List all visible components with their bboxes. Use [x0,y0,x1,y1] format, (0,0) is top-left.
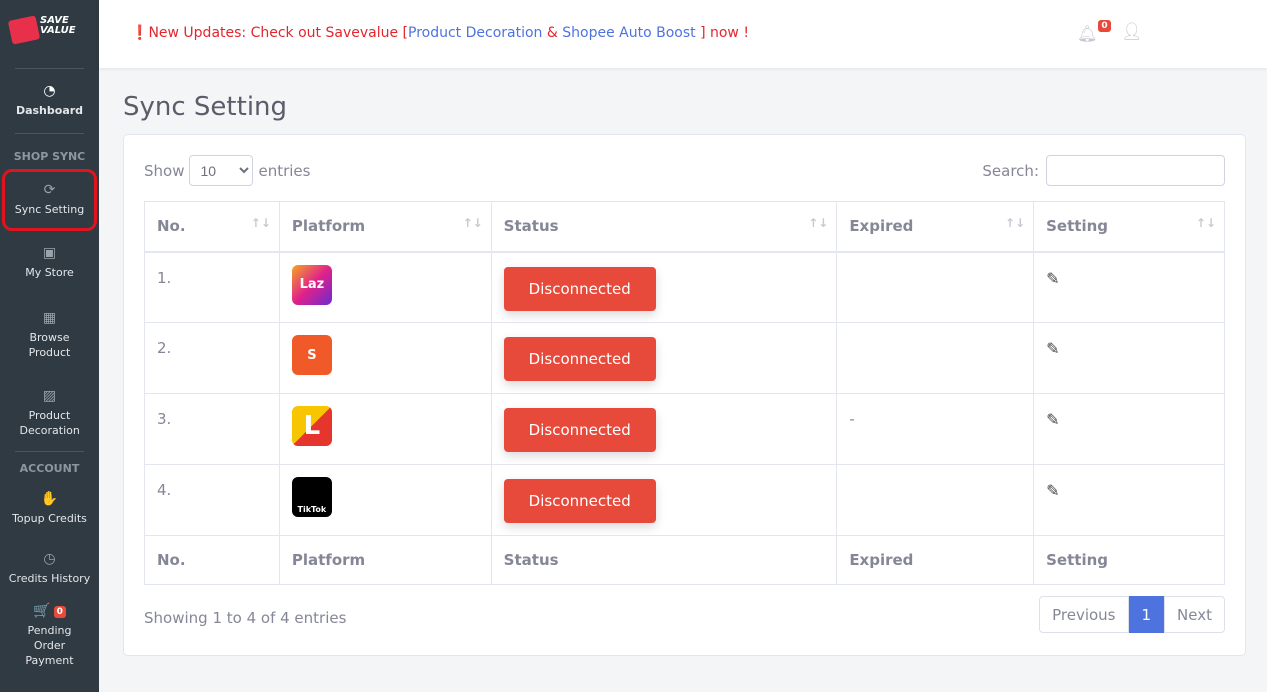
status-disconnected-button[interactable]: Disconnected [503,266,656,311]
grid-icon: ▦ [42,309,57,326]
user-icon: 👤︎ [1121,22,1143,42]
edit-icon[interactable]: ✎ [1046,339,1060,358]
table-row: 3. L Disconnected - ✎ [144,393,1225,465]
sort-icon: ↑↓ [1195,216,1216,230]
user-menu[interactable]: 👤︎ [1121,22,1143,42]
sidebar-item-my-store[interactable]: ▣ My Store [25,245,74,280]
lazada-logo: Laz [291,264,332,305]
sidebar-item-browse-product[interactable]: ▦ Browse Product [28,309,71,359]
image-icon: ▨ [42,387,57,404]
sort-icon: ↑↓ [250,216,271,230]
status-disconnected-button[interactable]: Disconnected [503,337,656,381]
header-2[interactable]: Status ↑↓ [490,201,838,253]
table-info: Showing 1 to 4 of 4 entries [144,609,347,627]
footer-0: No. [144,535,280,585]
alert-icon: ❗ [131,25,149,41]
topbar: ❗New Updates: Check out Savevalue [Produ… [99,0,1267,68]
pending-badge: 0 [53,605,66,618]
edit-icon[interactable]: ✎ [1046,410,1060,429]
shopee-auto-boost-link[interactable]: Shopee Auto Boost [562,25,696,41]
header-0[interactable]: No. ↑↓ [144,201,280,253]
sort-icon: ↑↓ [1005,216,1026,230]
shopee-logo: S [291,335,332,375]
section-account: ACCOUNT [19,462,80,475]
logo[interactable]: SAVE VALUE [0,0,99,68]
page-1-button[interactable]: 1 [1128,596,1165,633]
status-disconnected-button[interactable]: Disconnected [503,479,656,523]
update-notice: ❗New Updates: Check out Savevalue [Produ… [131,25,749,41]
previous-button[interactable]: Previous [1039,596,1129,633]
header-4[interactable]: Setting ↑↓ [1033,201,1225,253]
status-disconnected-button[interactable]: Disconnected [503,408,656,452]
hand-coin-icon: ✋ [40,491,59,507]
footer-2: Status [490,535,838,585]
gauge-icon: ◔ [43,83,56,99]
next-button[interactable]: Next [1164,596,1225,633]
header-1[interactable]: Platform ↑↓ [278,201,492,253]
sidebar-item-product-decoration[interactable]: ▨ Product Decoration [19,387,80,437]
pagination: Previous 1 Next [1039,596,1225,633]
clock-icon: ◷ [43,551,56,567]
sidebar-item-dashboard[interactable]: ◔ Dashboard [15,83,84,118]
sync-table-card: Show 10 entries Search: No. ↑↓ Platform ↑↓ Sta… [123,134,1246,656]
sidebar-item-topup-credits[interactable]: ✋ Topup Credits [12,491,87,526]
sidebar: SAVE VALUE ◔ Dashboard SHOP SYNC ⟳ Sync Set… [0,0,99,692]
sort-icon: ↑↓ [462,216,483,230]
footer-1: Platform [278,535,492,585]
table-row: 2. S Disconnected ✎ [144,322,1225,394]
page-size-select[interactable]: 10 [189,155,254,186]
store-icon: ▣ [42,245,57,261]
sync-icon: ⟳ [43,182,56,198]
sidebar-item-sync-setting[interactable]: ⟳ Sync Setting [2,169,97,231]
bell-icon: 🔔︎ [1077,24,1098,43]
search-input[interactable] [1046,155,1225,186]
sidebar-item-pending-order-payment[interactable]: 🛒 0 Pending Order Payment [25,603,74,668]
footer-4: Setting [1033,535,1225,585]
edit-icon[interactable]: ✎ [1046,481,1060,500]
cart-icon: 🛒 [33,603,51,619]
sync-table: No. ↑↓ Platform ↑↓ Status ↑↓ Expired ↑↓ Setting ↑… [144,201,1225,585]
page-title: Sync Setting [123,92,288,122]
notification-badge: 0 [1098,20,1111,32]
table-row: 4. TikTok Disconnected ✎ [144,464,1225,536]
sidebar-item-credits-history[interactable]: ◷ Credits History [8,551,91,586]
section-shop-sync: SHOP SYNC [13,150,86,163]
sort-icon: ↑↓ [808,216,829,230]
tiktok-logo: TikTok [291,477,332,517]
table-row: 1. Laz Disconnected ✎ [144,251,1225,323]
notifications-button[interactable]: 🔔︎ 0 [1077,20,1111,43]
footer-3: Expired [836,535,1035,585]
header-3[interactable]: Expired ↑↓ [836,201,1035,253]
product-decoration-link[interactable]: Product Decoration [408,25,543,41]
edit-icon[interactable]: ✎ [1046,268,1060,288]
lelong-logo: L [291,406,332,446]
